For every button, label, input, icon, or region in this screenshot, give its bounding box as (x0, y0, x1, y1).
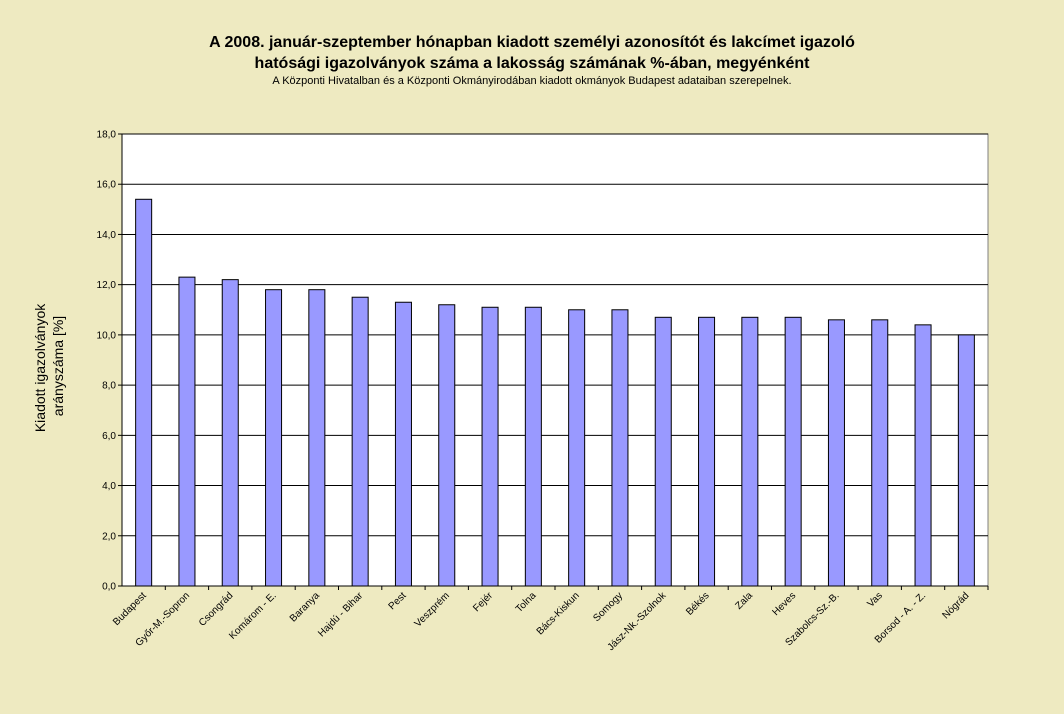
x-tick-label: Hajdú - Bihar (316, 590, 366, 640)
y-axis-label-line-2: arányszáma [%] (50, 316, 66, 416)
x-tick-label: Zala (733, 590, 755, 612)
x-tick-label: Békés (684, 590, 711, 617)
bar-6 (394, 301, 412, 587)
bar-4 (308, 289, 326, 587)
bar-0 (135, 198, 153, 587)
y-tick-label: 18,0 (97, 130, 117, 141)
bar-17 (871, 319, 889, 587)
x-tick-label: Somogy (591, 590, 625, 624)
y-axis-label-line-1: Kiadott igazolványok (32, 303, 48, 432)
y-tick-label: 14,0 (97, 230, 117, 241)
y-axis-label: Kiadott igazolványok arányszáma [%] (32, 300, 66, 432)
bar-12 (654, 316, 672, 587)
x-tick-label: Budapest (111, 590, 149, 628)
y-tick-label: 4,0 (102, 481, 116, 492)
bar-13 (698, 316, 716, 587)
bar-5 (351, 296, 369, 587)
y-tick-label: 6,0 (102, 431, 116, 442)
bar-16 (827, 319, 845, 587)
chart-title-line-1: A 2008. január-szeptember hónapban kiado… (209, 34, 855, 51)
x-tick-label: Vas (865, 590, 884, 609)
y-tick-label: 10,0 (97, 330, 117, 341)
bar-8 (481, 306, 499, 587)
y-tick-label: 0,0 (102, 582, 116, 593)
x-tick-label: Fejér (471, 590, 495, 614)
bar-15 (784, 316, 802, 587)
x-tick-label: Nógrád (940, 590, 971, 621)
plot-area (121, 133, 989, 587)
chart-title-block: A 2008. január-szeptember hónapban kiado… (0, 32, 1064, 87)
x-tick-label: Pest (387, 590, 409, 612)
x-tick-label: Baranya (288, 590, 322, 624)
bar-7 (438, 304, 456, 587)
bar-19 (957, 334, 975, 587)
bar-1 (178, 276, 196, 587)
bar-2 (221, 279, 239, 587)
chart-subtitle: A Központi Hivatalban és a Központi Okmá… (272, 75, 792, 87)
chart-title-line-2: hatósági igazolványok száma a lakosság s… (254, 55, 810, 72)
bar-9 (524, 306, 542, 587)
bar-3 (265, 289, 283, 587)
y-tick-label: 12,0 (97, 280, 117, 291)
x-tick-label: Tolna (514, 590, 539, 615)
y-tick-labels: 0,0 2,0 4,0 6,0 8,0 10,0 12,0 14,0 16,0 18,0 (97, 130, 122, 593)
y-tick-label: 8,0 (102, 381, 116, 392)
x-tick-label: Csongrád (197, 590, 235, 628)
bar-14 (741, 316, 759, 587)
bar-11 (611, 309, 629, 587)
bar-10 (568, 309, 586, 587)
y-tick-label: 16,0 (97, 180, 117, 191)
y-tick-label: 2,0 (102, 531, 116, 542)
x-tick-label: Veszprém (413, 590, 452, 629)
x-tick-label: Bács-Kiskun (535, 590, 582, 637)
bar-18 (914, 324, 932, 587)
x-tick-label: Heves (770, 590, 798, 618)
